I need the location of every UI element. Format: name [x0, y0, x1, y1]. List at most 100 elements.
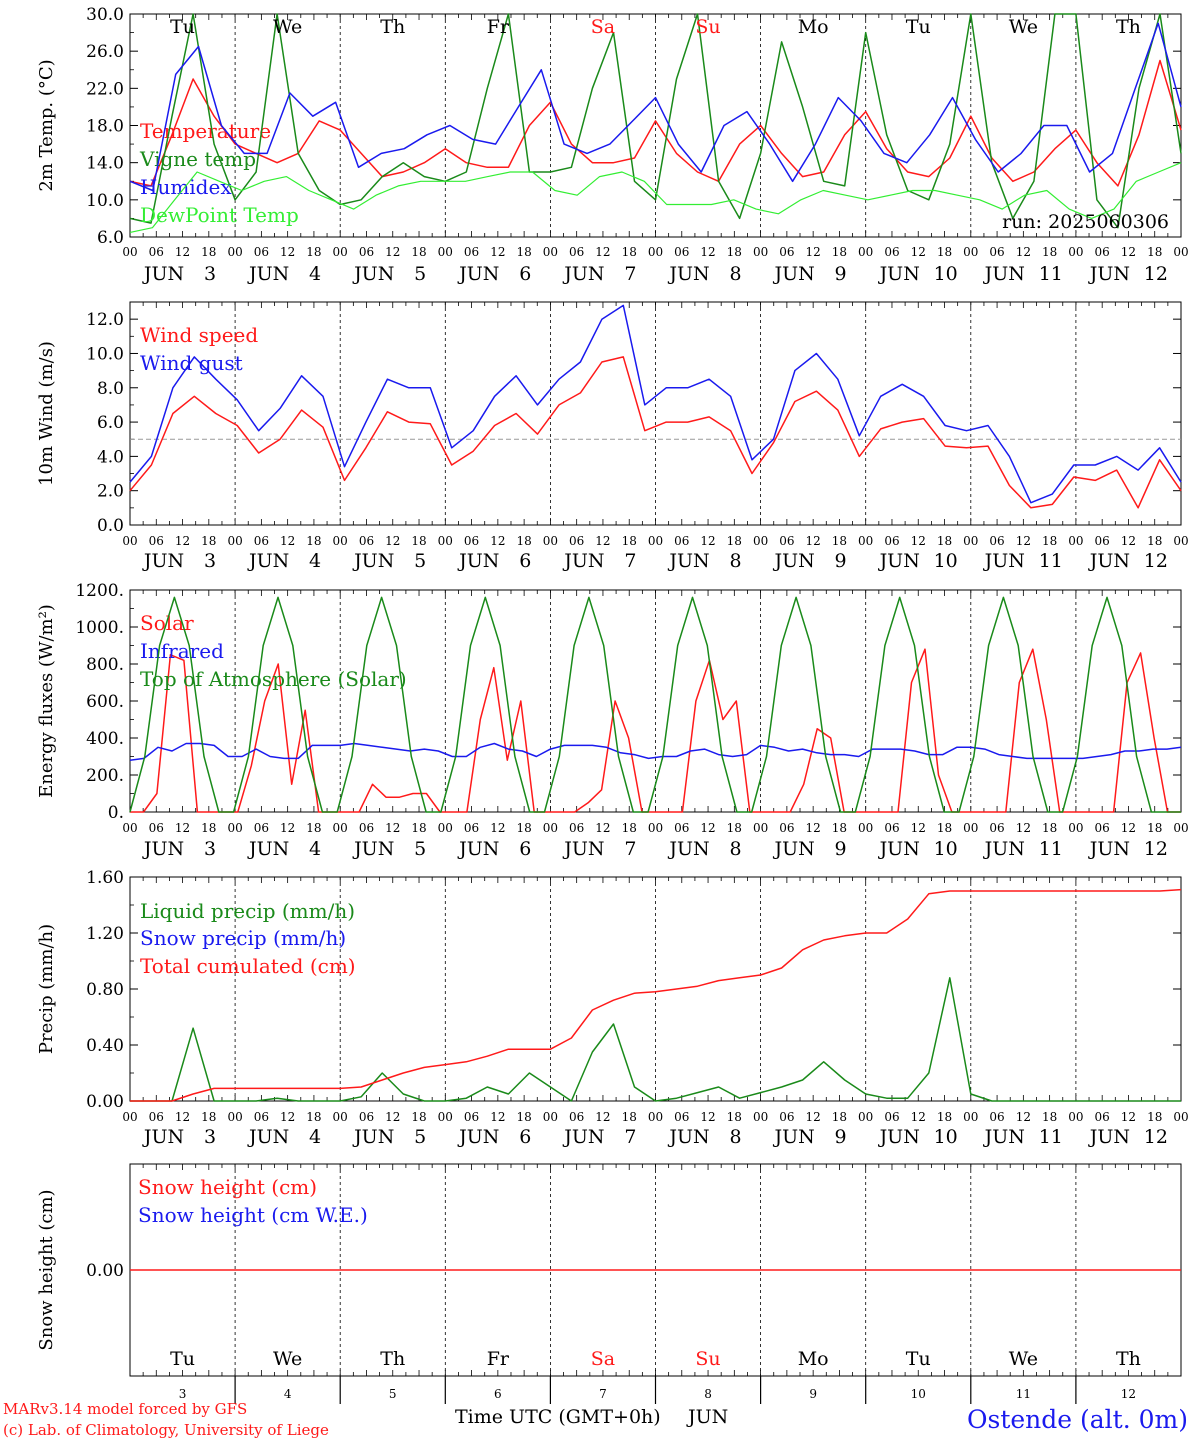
hour-tick-label: 18	[516, 1110, 531, 1124]
month-label: JUN	[352, 550, 394, 572]
hour-tick-label: 18	[937, 821, 952, 835]
hour-tick-label: 00	[648, 821, 663, 835]
y-tick-label: 18.0	[86, 117, 124, 137]
hour-tick-label: 18	[622, 1110, 637, 1124]
hour-tick-label: 00	[1173, 821, 1188, 835]
hour-tick-label: 12	[175, 821, 190, 835]
hour-tick-label: 06	[779, 1110, 794, 1124]
date-label: 3	[204, 838, 216, 860]
date-label: 5	[414, 550, 426, 572]
hour-tick-label: 18	[1042, 1110, 1057, 1124]
month-label: JUN	[142, 1126, 184, 1148]
hour-tick-label: 00	[333, 821, 348, 835]
month-label: JUN	[142, 838, 184, 860]
date-label: 10	[934, 1126, 958, 1148]
hour-tick-label: 00	[543, 245, 558, 259]
date-label: 12	[1144, 838, 1168, 860]
month-label: JUN	[142, 263, 184, 285]
precip-series-liquid-precip-mm-h-	[130, 977, 1181, 1102]
date-number-label: 10	[911, 1387, 926, 1401]
y-tick-label: 12.0	[86, 310, 124, 330]
wind-frame	[129, 301, 1182, 526]
hour-tick-label: 18	[937, 534, 952, 548]
hour-tick-label: 00	[227, 245, 242, 259]
hour-tick-label: 06	[149, 821, 164, 835]
date-label: 11	[1039, 263, 1063, 285]
hour-tick-label: 18	[201, 1110, 216, 1124]
legend-entry: Snow height (cm W.E.)	[138, 1203, 368, 1227]
day-name-label: We	[1009, 1348, 1038, 1370]
hour-tick-label: 12	[1121, 245, 1136, 259]
y-tick-label: 0.00	[86, 1261, 124, 1281]
hour-tick-label: 18	[1147, 821, 1162, 835]
hour-tick-label: 12	[1121, 534, 1136, 548]
temperature-series-humidex	[129, 22, 1182, 192]
date-label: 4	[309, 263, 321, 285]
hour-tick-label: 06	[674, 245, 689, 259]
month-label: JUN	[983, 550, 1025, 572]
hour-tick-label: 00	[438, 534, 453, 548]
energy-series-top-of-atmosphere-solar-	[129, 596, 1181, 813]
hour-tick-label: 12	[1121, 1110, 1136, 1124]
hour-tick-label: 06	[254, 1110, 269, 1124]
hour-tick-label: 00	[858, 821, 873, 835]
legend-entry: Snow precip (mm/h)	[140, 926, 346, 950]
hour-tick-label: 18	[1147, 245, 1162, 259]
hour-tick-label: 12	[595, 1110, 610, 1124]
y-tick-label: 1200.	[75, 581, 124, 601]
date-number-label: 4	[284, 1387, 292, 1401]
temperature-series-dewpoint-temp	[129, 162, 1182, 233]
y-tick-label: 1.60	[86, 868, 124, 888]
hour-tick-label: 00	[963, 1110, 978, 1124]
hour-tick-label: 00	[227, 1110, 242, 1124]
hour-tick-label: 18	[622, 821, 637, 835]
hour-tick-label: 00	[227, 821, 242, 835]
month-label: JUN	[247, 838, 289, 860]
y-tick-label: 0.80	[86, 980, 124, 1000]
hour-tick-label: 06	[989, 245, 1004, 259]
hour-tick-label: 18	[937, 245, 952, 259]
y-tick-label: 0.	[108, 803, 124, 823]
hour-tick-label: 06	[464, 245, 479, 259]
hour-tick-label: 18	[306, 245, 321, 259]
hour-tick-label: 18	[1042, 821, 1057, 835]
hour-tick-label: 18	[201, 534, 216, 548]
day-name-label: We	[1009, 16, 1038, 38]
month-label: JUN	[983, 1126, 1025, 1148]
day-name-label: We	[273, 16, 302, 38]
hour-tick-label: 06	[569, 821, 584, 835]
hour-tick-label: 00	[122, 245, 137, 259]
date-number-label: 7	[599, 1387, 607, 1401]
hour-tick-label: 00	[1068, 1110, 1083, 1124]
date-label: 3	[204, 263, 216, 285]
day-name-label: Fr	[487, 1348, 510, 1370]
date-label: 9	[835, 838, 847, 860]
month-label: JUN	[878, 550, 920, 572]
hour-tick-label: 06	[149, 245, 164, 259]
hour-tick-label: 00	[753, 821, 768, 835]
month-label: JUN	[772, 838, 814, 860]
temperature-ylabel: 2m Temp. (°C)	[36, 59, 57, 191]
hour-tick-label: 12	[1121, 821, 1136, 835]
month-label: JUN	[247, 263, 289, 285]
hour-tick-label: 12	[911, 534, 926, 548]
day-name-label: Tu	[906, 16, 931, 38]
y-tick-label: 0.40	[86, 1036, 124, 1056]
date-label: 12	[1144, 263, 1168, 285]
y-tick-label: 600.	[86, 692, 124, 712]
hour-tick-label: 12	[806, 821, 821, 835]
hour-tick-label: 18	[727, 534, 742, 548]
month-label: JUN	[667, 263, 709, 285]
footer: MARv3.14 model forced by GFS (c) Lab. of …	[3, 1400, 1188, 1439]
legend-entry: Total cumulated (cm)	[140, 954, 356, 978]
y-tick-label: 26.0	[86, 42, 124, 62]
hour-tick-label: 06	[989, 821, 1004, 835]
month-label: JUN	[1088, 550, 1130, 572]
date-label: 5	[414, 263, 426, 285]
station-label: Ostende (alt. 0m)	[967, 1405, 1188, 1434]
hour-tick-label: 18	[411, 1110, 426, 1124]
date-label: 11	[1039, 838, 1063, 860]
hour-tick-label: 00	[438, 1110, 453, 1124]
hour-tick-label: 00	[648, 534, 663, 548]
hour-tick-label: 12	[700, 534, 715, 548]
